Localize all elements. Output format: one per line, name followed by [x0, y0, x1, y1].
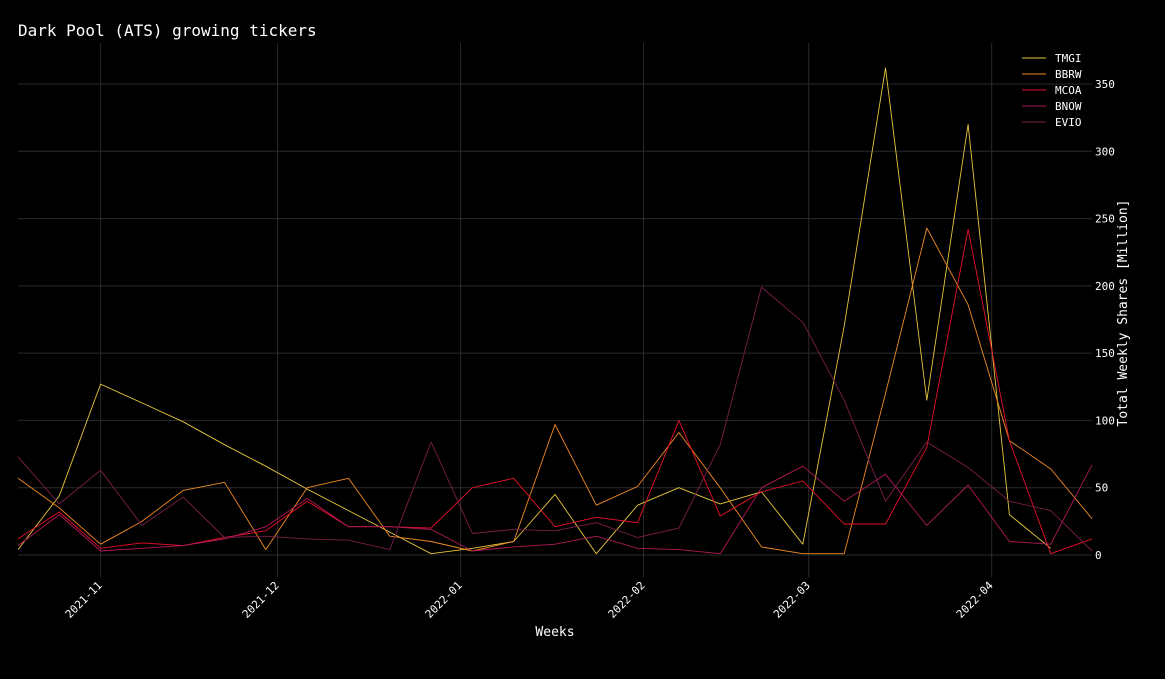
grid	[18, 43, 1092, 577]
y-tick-label: 100	[1095, 414, 1115, 427]
series-line-bnow	[17, 464, 1093, 555]
series-line-evio	[17, 286, 1093, 552]
legend-item-bnow[interactable]: BNOW	[1022, 100, 1082, 113]
y-axis-label: Total Weekly Shares [Million]	[1116, 200, 1131, 427]
x-tick-label: 2021-11	[63, 579, 105, 621]
x-tick-labels: 2021-11 2021-12 2022-01 2022-02 2022-03 2022-…	[63, 579, 996, 621]
y-tick-label: 250	[1095, 213, 1115, 226]
legend-label: BBRW	[1055, 68, 1082, 81]
legend-item-tmgi[interactable]: TMGI	[1022, 52, 1082, 65]
legend-label: TMGI	[1055, 52, 1082, 65]
x-tick-label: 2022-04	[954, 579, 996, 621]
series-line-tmgi	[17, 67, 1051, 555]
x-tick-label: 2022-03	[771, 579, 813, 621]
y-tick-label: 300	[1095, 145, 1115, 158]
legend[interactable]: TMGI BBRW MCOA BNOW EVIO	[1022, 52, 1082, 129]
series-line-mcoa	[17, 228, 1093, 555]
series-lines	[17, 67, 1093, 555]
x-tick-label: 2021-12	[240, 579, 282, 621]
y-tick-label: 150	[1095, 347, 1115, 360]
y-tick-label: 350	[1095, 78, 1115, 91]
y-tick-labels: 0 50 100 150 200 250 300 350	[1095, 78, 1115, 562]
legend-item-mcoa[interactable]: MCOA	[1022, 84, 1082, 97]
legend-item-evio[interactable]: EVIO	[1022, 116, 1082, 129]
legend-label: EVIO	[1055, 116, 1082, 129]
x-axis-label: Weeks	[535, 625, 574, 640]
legend-label: BNOW	[1055, 100, 1082, 113]
y-tick-label: 50	[1095, 482, 1108, 495]
x-tick-label: 2022-02	[606, 579, 648, 621]
legend-label: MCOA	[1055, 84, 1082, 97]
chart-title: Dark Pool (ATS) growing tickers	[18, 21, 317, 40]
y-tick-label: 0	[1095, 549, 1102, 562]
legend-item-bbrw[interactable]: BBRW	[1022, 68, 1082, 81]
x-tick-label: 2022-01	[423, 579, 465, 621]
y-tick-label: 200	[1095, 280, 1115, 293]
series-line-bbrw	[17, 227, 1093, 555]
